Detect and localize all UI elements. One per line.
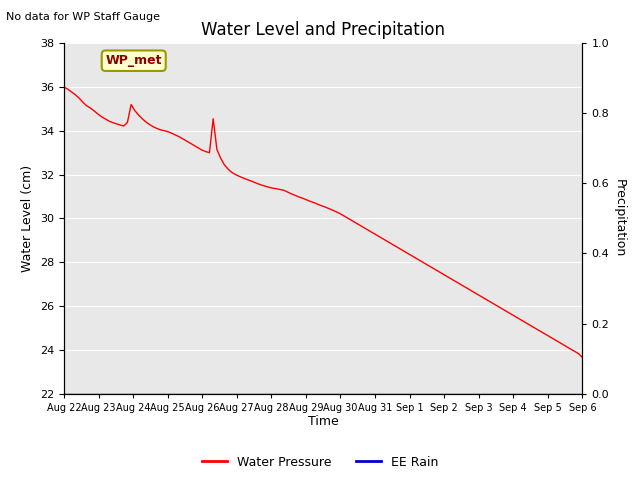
Text: WP_met: WP_met [106, 54, 162, 67]
Title: Water Level and Precipitation: Water Level and Precipitation [201, 21, 445, 39]
Text: No data for WP Staff Gauge: No data for WP Staff Gauge [6, 12, 161, 22]
Legend: Water Pressure, EE Rain: Water Pressure, EE Rain [196, 451, 444, 474]
X-axis label: Time: Time [308, 415, 339, 429]
Y-axis label: Precipitation: Precipitation [613, 179, 626, 258]
Y-axis label: Water Level (cm): Water Level (cm) [22, 165, 35, 272]
